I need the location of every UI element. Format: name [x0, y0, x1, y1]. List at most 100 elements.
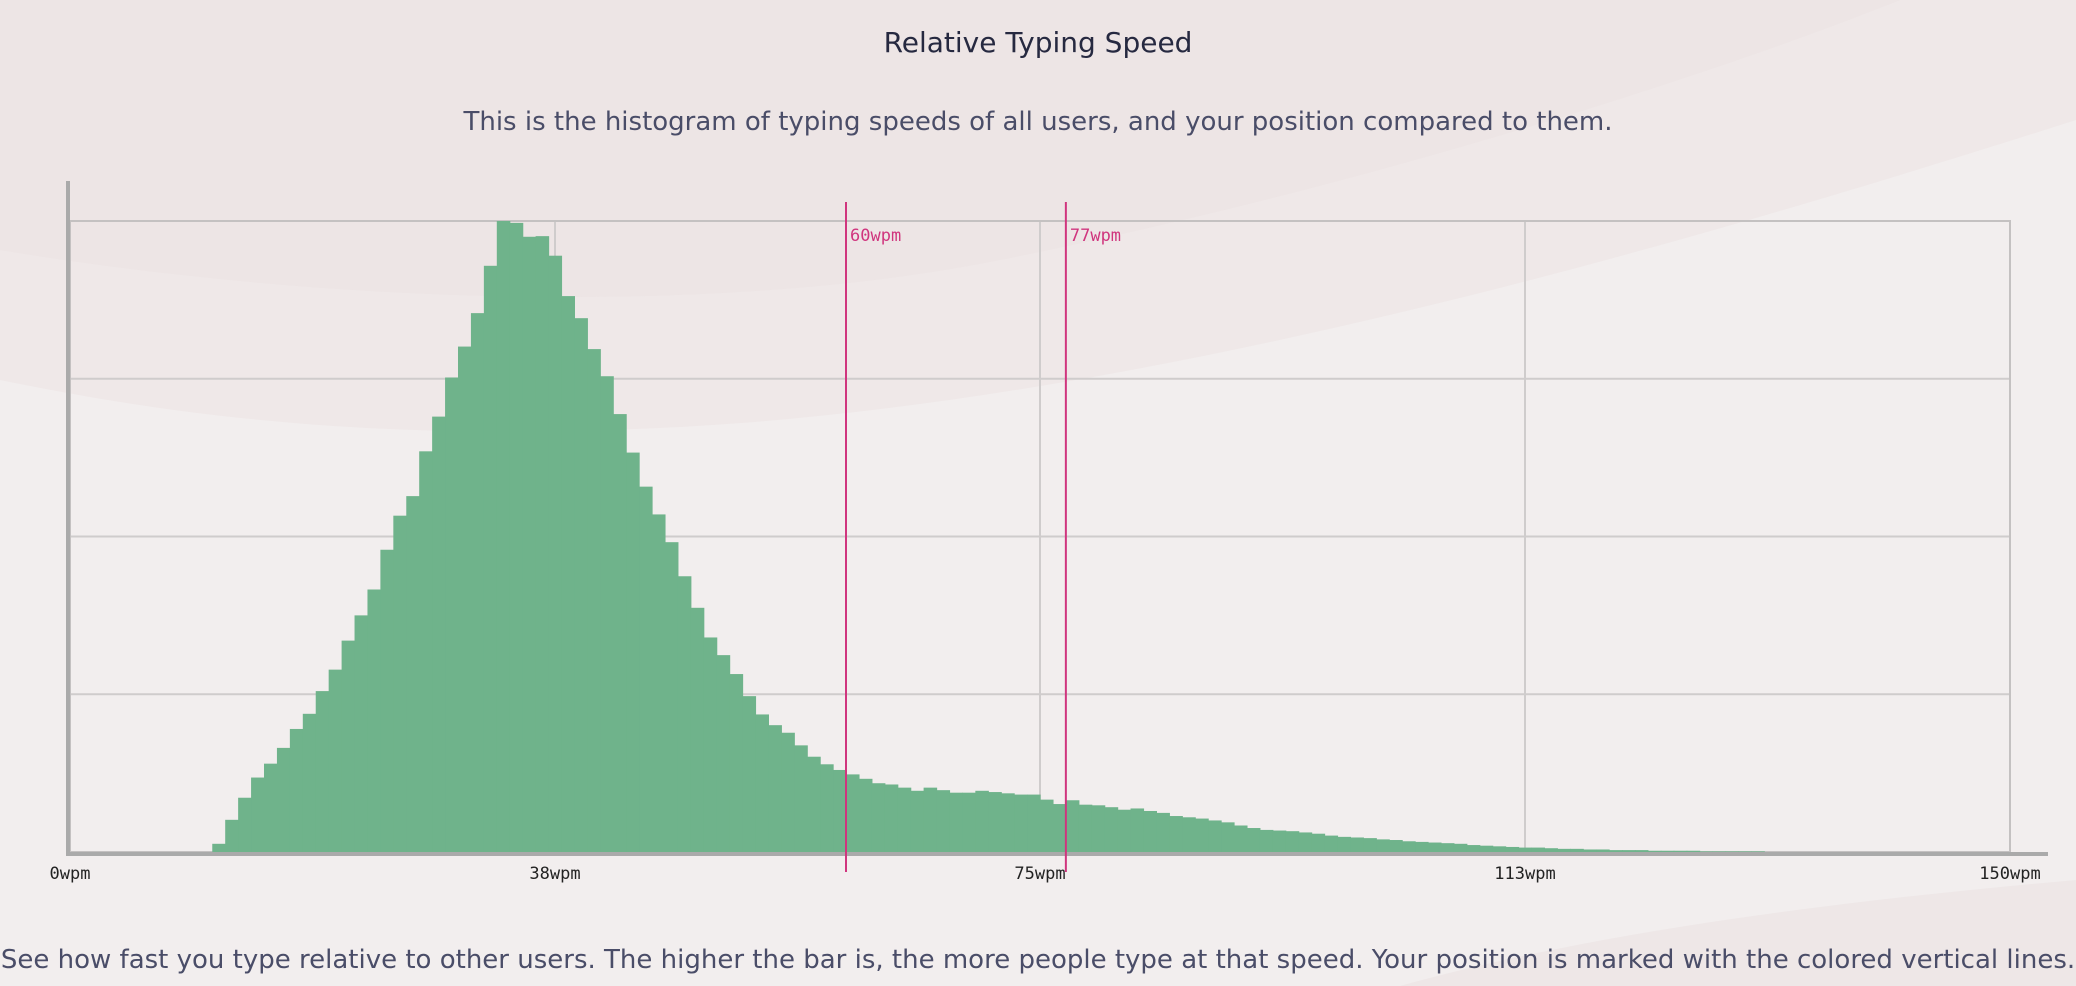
histogram-bar	[897, 787, 912, 852]
histogram-bar	[988, 792, 1002, 852]
histogram-bar	[768, 725, 782, 852]
histogram-bar	[703, 637, 718, 852]
x-tick-label: 150wpm	[1979, 864, 2040, 884]
chart-description: See how fast you type relative to other …	[0, 945, 2076, 975]
histogram-bar	[548, 255, 563, 852]
histogram-bar	[871, 783, 886, 852]
histogram-bar	[1091, 805, 1106, 852]
histogram-bar	[858, 778, 873, 852]
histogram-bar	[820, 764, 834, 852]
histogram-bar	[367, 589, 381, 852]
histogram-bar	[1570, 848, 1584, 852]
histogram-bar	[910, 790, 925, 852]
histogram-bar	[328, 669, 343, 852]
histogram-bar	[1337, 836, 1351, 852]
histogram-bar	[574, 318, 588, 852]
histogram-bar	[1609, 850, 1623, 852]
histogram-bar	[1078, 804, 1093, 852]
histogram-bar	[1415, 841, 1429, 852]
histogram-bar	[1596, 849, 1610, 852]
histogram-bar	[626, 452, 640, 852]
histogram-bar	[1104, 807, 1119, 852]
histogram-bar	[522, 236, 537, 852]
histogram-bar	[1052, 804, 1067, 852]
histogram-bar	[483, 265, 498, 852]
histogram-bar	[289, 728, 304, 852]
histogram-bar	[1221, 822, 1235, 852]
histogram-bar	[1751, 851, 1765, 852]
histogram-bar	[1531, 847, 1545, 852]
histogram-bar	[833, 769, 847, 852]
histogram-bar	[1583, 849, 1597, 852]
x-tick-label: 0wpm	[50, 864, 91, 884]
histogram-bar	[251, 777, 265, 852]
histogram-bar	[1738, 851, 1752, 852]
histogram-svg: 0wpm 38wpm 75wpm 113wpm 150wpm 60wpm 77wpm	[50, 181, 2048, 884]
speed-marker-label: 77wpm	[1070, 226, 1121, 246]
histogram-bar	[1324, 835, 1339, 852]
histogram-bar	[509, 222, 524, 852]
histogram-bar	[1246, 828, 1261, 852]
histogram-bar	[652, 514, 666, 852]
histogram-bar	[742, 696, 757, 852]
histogram-bar	[264, 763, 278, 852]
histogram-bar	[1544, 848, 1558, 852]
histogram-bar	[1208, 820, 1222, 852]
histogram-bar	[302, 713, 317, 852]
histogram-bar	[458, 346, 472, 852]
histogram-bar	[962, 792, 976, 852]
histogram-bar	[613, 414, 627, 852]
histogram-bar	[1376, 839, 1390, 852]
histogram-bar	[1492, 846, 1507, 852]
histogram-bar	[1660, 850, 1675, 852]
histogram-bar	[1389, 840, 1403, 852]
histogram-bar	[1699, 851, 1714, 852]
histogram-bar	[561, 296, 575, 852]
chart-title: Relative Typing Speed	[883, 26, 1193, 59]
histogram-bar	[1557, 848, 1571, 852]
histogram-bar	[1634, 850, 1649, 852]
histogram-bar	[212, 843, 226, 852]
histogram-bar	[225, 819, 239, 852]
histogram-bar	[1130, 808, 1145, 852]
histogram-bar	[1622, 850, 1636, 852]
histogram-bar	[975, 790, 989, 852]
histogram-bar	[1001, 793, 1015, 852]
histogram-bar	[445, 377, 459, 852]
histogram-bar	[470, 313, 485, 853]
histogram-bar	[496, 221, 511, 852]
histogram-bar	[729, 674, 744, 852]
x-tick-label: 113wpm	[1494, 864, 1555, 884]
histogram-bar	[1363, 838, 1377, 852]
histogram-bar	[315, 691, 330, 852]
histogram-bar	[716, 655, 731, 852]
histogram-bar	[1040, 799, 1054, 852]
histogram-bar	[949, 792, 963, 852]
histogram-bar	[1311, 833, 1326, 852]
histogram-bar	[1712, 851, 1727, 852]
histogram-bar	[1143, 810, 1157, 852]
histogram-bar	[1453, 843, 1468, 852]
histogram-bar	[354, 615, 369, 852]
histogram-bar	[1014, 794, 1028, 852]
histogram-bar	[587, 349, 601, 852]
histogram-bar	[1479, 845, 1494, 852]
histogram-bar	[1725, 851, 1739, 852]
histogram-bar	[1505, 846, 1520, 852]
histogram-bar	[664, 542, 679, 852]
histogram-bar	[923, 787, 938, 852]
histogram-bar	[1686, 850, 1701, 852]
histogram-bar	[807, 756, 821, 852]
histogram-bar	[406, 496, 420, 852]
histogram-bar	[1272, 830, 1287, 852]
histogram-bar	[1182, 817, 1196, 852]
histogram-bar	[1117, 809, 1132, 852]
histogram-bar	[1298, 832, 1313, 852]
histogram-bar	[690, 607, 705, 852]
histogram-bar	[677, 576, 692, 852]
x-tick-label: 75wpm	[1014, 864, 1065, 884]
histogram-bar	[755, 714, 769, 852]
histogram-bar	[1169, 816, 1183, 852]
histogram-bar	[846, 774, 860, 852]
histogram-bar	[1402, 841, 1416, 852]
